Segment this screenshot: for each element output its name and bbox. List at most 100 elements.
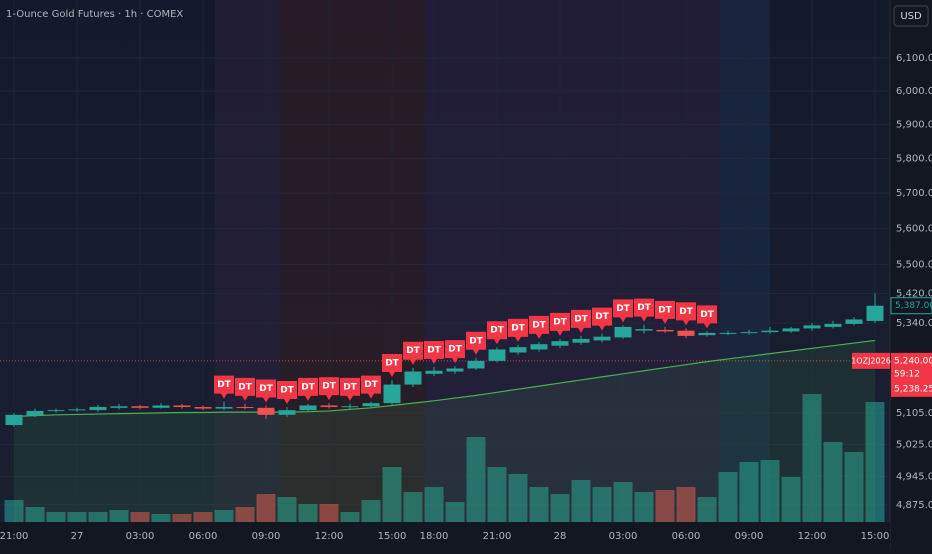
signal-label: DT (595, 312, 609, 322)
signal-label: DT (280, 386, 294, 396)
volume-bar (403, 492, 423, 522)
signal-marker (403, 341, 423, 365)
volume-bar (508, 474, 528, 522)
signal-marker (340, 377, 360, 401)
volume-bar (592, 487, 612, 522)
candle-body (194, 407, 212, 409)
candle-body (341, 406, 359, 408)
signal-marker (382, 353, 402, 377)
candle-body (509, 347, 527, 353)
candle-body (446, 368, 464, 372)
signal-label: DT (217, 380, 231, 390)
volume-bar (109, 510, 129, 522)
volume-bar (676, 487, 696, 522)
signal-label: DT (574, 314, 588, 324)
candle-body (68, 409, 86, 411)
chart-title: 1-Ounce Gold Futures · 1h · COMEX (6, 9, 183, 20)
countdown-label: 59:12 (894, 369, 920, 379)
candle-body (740, 332, 758, 334)
session-band (280, 0, 425, 522)
y-tick-label: 5,900.00 (896, 119, 932, 130)
candle-body (215, 407, 233, 409)
signal-label: DT (490, 326, 504, 336)
signal-label: DT (637, 303, 651, 313)
signal-marker (697, 305, 717, 329)
volume-bar (865, 402, 885, 522)
x-tick-label: 28 (554, 531, 567, 542)
y-tick-label: 5,420.00 (896, 289, 932, 300)
candle-body (572, 338, 590, 343)
signal-marker (277, 381, 297, 405)
ma-area (14, 340, 875, 522)
volume-bar (382, 467, 402, 522)
volume-bar (466, 437, 486, 522)
symbol-label: 1OZJ2026 (851, 356, 891, 365)
volume-bar (571, 480, 591, 522)
y-tick-label: 5,340.00 (896, 318, 932, 329)
signal-label: DT (385, 358, 399, 368)
time-axis (0, 522, 890, 550)
settle-label: 5,238.25 (894, 384, 932, 394)
volume-bar (529, 487, 549, 522)
volume-bar (88, 512, 108, 522)
signal-marker (676, 302, 696, 326)
currency-button[interactable] (893, 5, 929, 27)
candle-body (110, 406, 128, 408)
signal-label: DT (406, 346, 420, 356)
volume-bar (718, 472, 738, 522)
signal-label: DT (658, 305, 672, 315)
y-tick-label: 4,945.00 (896, 471, 932, 482)
ma-line (13, 339, 876, 417)
candle-body (362, 403, 380, 407)
y-tick-label: 6,100.00 (896, 53, 932, 64)
candle-body (698, 332, 716, 336)
symbol-box (852, 352, 890, 369)
signal-label: DT (553, 317, 567, 327)
signal-marker (361, 375, 381, 399)
volume-bar (277, 497, 297, 522)
signal-label: DT (532, 320, 546, 330)
signal-label: DT (238, 382, 252, 392)
candle-body (866, 305, 884, 321)
signal-marker (508, 318, 528, 342)
signal-marker (571, 309, 591, 333)
volume-bar (739, 462, 759, 522)
signal-marker (466, 331, 486, 355)
volume-bar (25, 507, 45, 522)
volume-bar (697, 497, 717, 522)
candle-body (320, 405, 338, 408)
signal-label: DT (448, 345, 462, 355)
y-tick-label: 6,000.00 (896, 86, 932, 97)
signal-label: DT (616, 304, 630, 314)
candle-body (656, 329, 674, 332)
x-tick-label: 12:00 (798, 531, 827, 542)
signal-label: DT (343, 382, 357, 392)
volume-bar (487, 467, 507, 522)
x-tick-label: 03:00 (126, 531, 155, 542)
session-band (720, 0, 770, 522)
volume-bar (424, 487, 444, 522)
signal-label: DT (700, 310, 714, 320)
session-band (425, 0, 720, 522)
volume-bar (298, 504, 318, 522)
candle-body (488, 349, 506, 361)
signal-label: DT (322, 382, 336, 392)
volume-bar (193, 512, 213, 522)
signal-marker (613, 299, 633, 323)
y-tick-label: 5,800.00 (896, 153, 932, 164)
volume-bar (151, 514, 171, 522)
volume-bar (634, 492, 654, 522)
currency-label[interactable]: USD (900, 11, 922, 22)
price-pane: DT DT DT DT DT DT DT DT DT DT DT DT DT DT DT DT DT DT DT DT… (0, 293, 890, 522)
candle-body (593, 336, 611, 341)
y-tick-label: 5,105.00 (896, 408, 932, 419)
volume-bar (46, 512, 66, 522)
candle-body (782, 328, 800, 332)
candle-body (635, 329, 653, 331)
last-price-label: 5,387.00 (895, 301, 932, 311)
candle-body (299, 405, 317, 411)
candle-body (719, 332, 737, 334)
candle-body (152, 405, 170, 408)
volume-bar (361, 500, 381, 522)
